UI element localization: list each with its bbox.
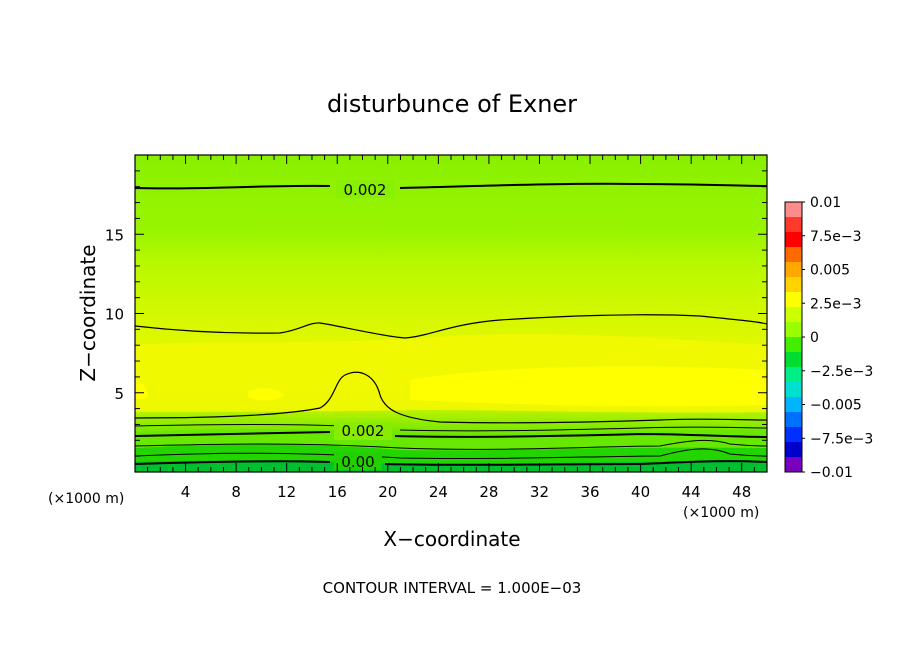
colorbar-label: −0.005	[810, 398, 862, 414]
contour-lines	[134, 182, 768, 466]
peak-region	[135, 380, 148, 400]
colorbar-swatch	[785, 232, 802, 248]
axis-ticks	[135, 155, 767, 472]
y-tick-label: 15	[105, 226, 124, 244]
colorbar-swatch	[785, 217, 802, 233]
x-tick-label: 8	[231, 483, 241, 501]
colorbar-label: −0.01	[810, 465, 853, 481]
x-tick-label: 16	[328, 483, 347, 501]
colorbar-swatch	[785, 202, 802, 218]
colorbar-swatch	[785, 322, 802, 338]
y-tick-label: 10	[105, 306, 124, 324]
colorbar-swatch	[785, 352, 802, 368]
colorbar	[784, 201, 805, 473]
x-unit-label: (×1000 m)	[683, 505, 759, 521]
y-unit-label: (×1000 m)	[48, 491, 124, 507]
x-tick-label: 44	[682, 483, 701, 501]
contour-line	[134, 424, 768, 432]
x-tick-label: 4	[181, 483, 191, 501]
colorbar-swatch	[785, 412, 802, 428]
colorbar-label: 0.005	[810, 263, 850, 279]
contour-label: 0.00	[341, 453, 374, 471]
x-axis-label: X−coordinate	[383, 527, 520, 551]
colorbar-label: 7.5e−3	[810, 229, 862, 245]
x-tick-label: 28	[479, 483, 498, 501]
colorbar-swatch	[785, 277, 802, 293]
contour-line	[134, 431, 768, 438]
plot-area	[135, 155, 767, 472]
colorbar-swatch	[785, 292, 802, 308]
colorbar-label: −2.5e−3	[810, 364, 873, 380]
colorbar-swatch	[785, 247, 802, 263]
x-tick-label: 12	[277, 483, 296, 501]
colorbar-label: 0.01	[810, 195, 841, 211]
contour-line	[134, 182, 768, 190]
peak-region	[410, 366, 767, 407]
x-tick-label: 24	[429, 483, 448, 501]
colorbar-swatch	[785, 262, 802, 278]
x-tick-label: 32	[530, 483, 549, 501]
contour-line	[134, 448, 768, 460]
colorbar-label: 0	[810, 330, 819, 346]
contour-line	[134, 371, 768, 424]
colorbar-swatch	[785, 382, 802, 398]
peak-region	[248, 388, 285, 401]
chart-title: disturbunce of Exner	[327, 90, 577, 118]
colorbar-swatch	[785, 457, 802, 473]
colorbar-swatch	[785, 367, 802, 383]
colorbar-label: 2.5e−3	[810, 296, 862, 312]
colorbar-swatch	[785, 397, 802, 413]
colorbar-swatch	[785, 442, 802, 458]
colorbar-labels: 0.01 7.5e−3 0.005 2.5e−3 0 −2.5e−3 −0.005 −7.5e…	[810, 195, 873, 481]
x-tick-label: 40	[631, 483, 650, 501]
contour-line	[134, 460, 768, 466]
y-tick-label: 5	[114, 385, 124, 403]
colorbar-swatch	[785, 307, 802, 323]
y-axis-label: Z−coordinate	[76, 244, 100, 381]
x-tick-label: 48	[732, 483, 751, 501]
colorbar-swatch	[785, 427, 802, 443]
contour-line	[134, 439, 768, 450]
contour-label: 0.002	[344, 181, 387, 199]
x-tick-label: 36	[580, 483, 599, 501]
x-tick-label: 20	[378, 483, 397, 501]
colorbar-swatch	[785, 337, 802, 353]
contour-interval-note: CONTOUR INTERVAL = 1.000E−03	[323, 579, 582, 597]
contour-line	[134, 314, 768, 339]
colorbar-label: −7.5e−3	[810, 431, 873, 447]
contour-label: 0.002	[342, 422, 385, 440]
